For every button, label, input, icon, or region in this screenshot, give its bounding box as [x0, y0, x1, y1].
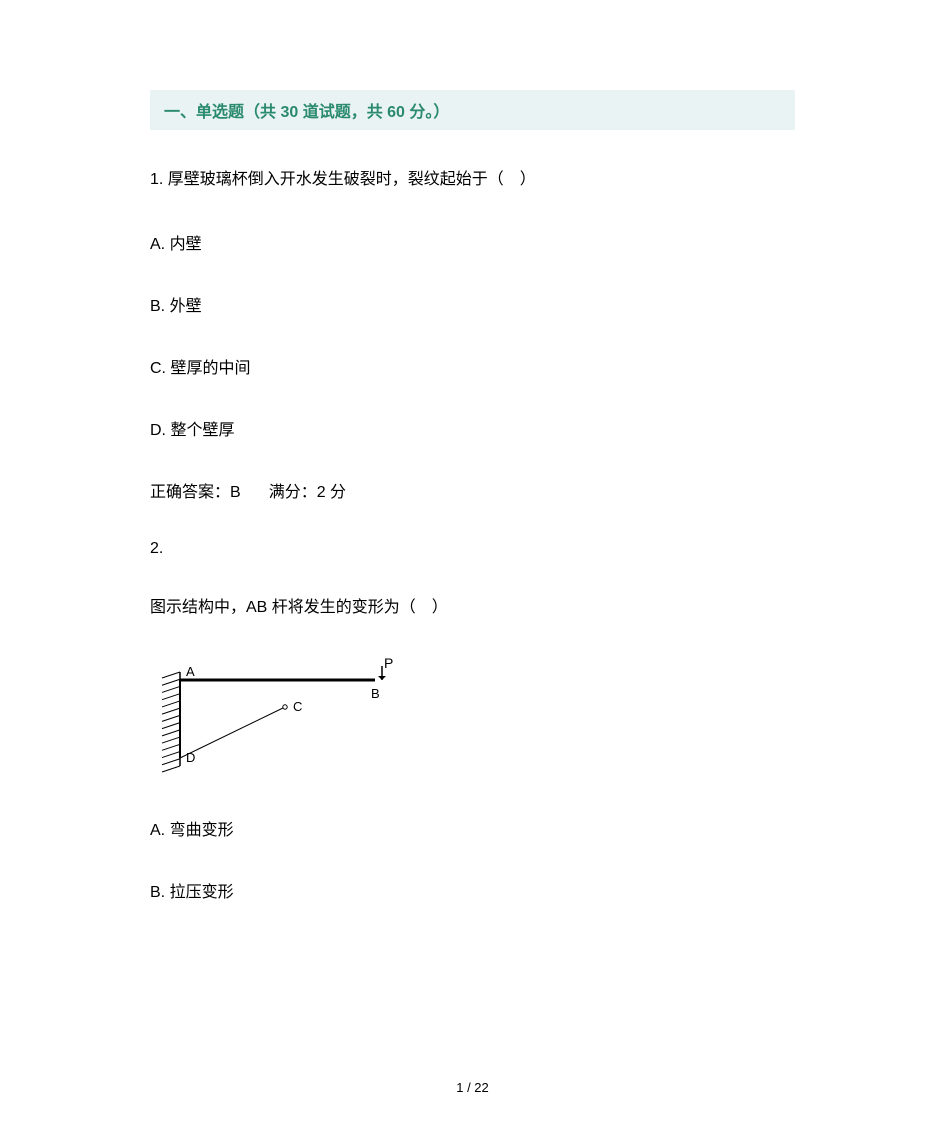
- q1-answer: 正确答案：B: [150, 484, 241, 501]
- svg-text:A: A: [186, 664, 195, 679]
- q1-option-c: C. 壁厚的中间: [150, 354, 795, 378]
- q1-stem: 1. 厚壁玻璃杯倒入开水发生破裂时，裂纹起始于（ ）: [150, 168, 795, 192]
- q1-score: 满分：2 分: [269, 484, 346, 501]
- section-header: 一、单选题（共 30 道试题，共 60 分。）: [150, 90, 795, 130]
- page-footer: 1 / 22: [0, 1080, 945, 1095]
- q2-option-a: A. 弯曲变形: [150, 816, 795, 840]
- structure-diagram: A B C D P: [150, 658, 400, 773]
- q1-option-b: B. 外壁: [150, 292, 795, 316]
- q1-number: 1.: [150, 171, 163, 188]
- page-sep: /: [463, 1080, 474, 1095]
- page-total: 22: [474, 1080, 488, 1095]
- q1-answer-line: 正确答案：B 满分：2 分: [150, 478, 795, 502]
- svg-text:P: P: [384, 658, 393, 671]
- page-content: 一、单选题（共 30 道试题，共 60 分。） 1. 厚壁玻璃杯倒入开水发生破裂…: [0, 0, 945, 980]
- svg-text:D: D: [186, 750, 195, 765]
- q1-text: 厚壁玻璃杯倒入开水发生破裂时，裂纹起始于（ ）: [168, 171, 536, 188]
- q2-stem: 图示结构中，AB 杆将发生的变形为（ ）: [150, 596, 795, 620]
- section-title: 一、单选题（共 30 道试题，共 60 分。）: [164, 104, 449, 121]
- svg-text:B: B: [371, 686, 380, 701]
- q1-option-d: D. 整个壁厚: [150, 416, 795, 440]
- q2-diagram: A B C D P: [150, 658, 795, 778]
- q2-number: 2.: [150, 540, 795, 558]
- q2-option-b: B. 拉压变形: [150, 878, 795, 902]
- q1-option-a: A. 内壁: [150, 230, 795, 254]
- svg-text:C: C: [293, 699, 302, 714]
